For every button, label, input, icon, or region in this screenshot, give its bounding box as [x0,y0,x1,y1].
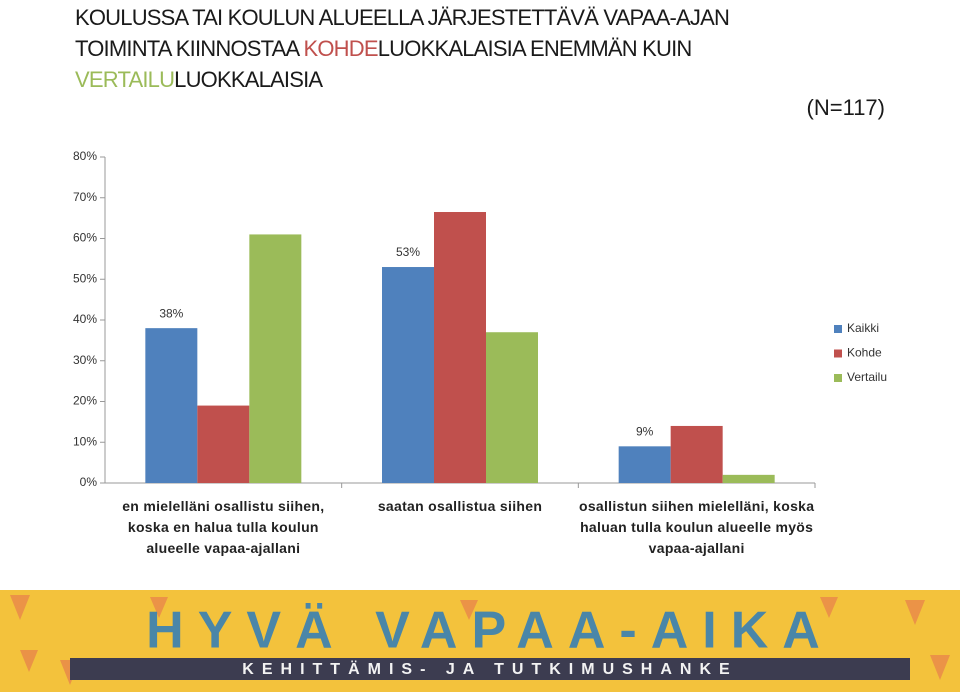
chart-title: KOULUSSA TAI KOULUN ALUEELLA JÄRJESTETTÄ… [75,2,805,95]
chart-subtitle: (N=117) [806,95,885,120]
legend-label: Kohde [847,346,882,360]
bar [434,212,486,483]
y-tick-label: 20% [73,394,97,408]
x-tick-label: saatan osallistua siihen [377,498,543,514]
y-tick-label: 80% [73,149,97,163]
legend-swatch [834,374,842,382]
legend-swatch [834,325,842,333]
y-tick-label: 40% [73,312,97,326]
bar [249,234,302,483]
banner-strip [70,658,910,680]
legend-label: Kaikki [847,321,879,335]
value-label: 53% [396,245,420,259]
banner-title: HYVÄ VAPAA-AIKA [146,602,834,660]
y-tick-label: 30% [73,353,97,367]
title-part: VERTAILU [75,67,175,92]
legend-label: Vertailu [847,370,887,384]
bar [486,332,538,483]
bar [670,425,723,483]
y-tick-label: 60% [73,231,97,245]
title-part: LUOKKALAISIA [174,67,323,92]
bar [145,328,198,483]
x-tick-label: osallistun siihen mielelläni, koska halu… [578,498,815,556]
title-part: KOULUSSA TAI KOULUN ALUEELLA JÄRJESTETTÄ… [75,5,730,61]
value-label: 38% [159,306,183,320]
y-tick-label: 70% [73,190,97,204]
value-label: 9% [636,424,654,438]
title-part: KOHDE [303,36,378,61]
banner-subtitle: KEHITTÄMIS- JA TUTKIMUSHANKE [242,660,737,678]
bar [722,474,775,483]
title-part: LUOKKALAISIA ENEMMÄN KUIN [377,36,693,61]
x-tick-label: en mielelläni osallistu siihen, koska en… [122,498,325,556]
legend-swatch [834,349,842,358]
bar [382,267,434,483]
y-tick-label: 10% [73,434,97,448]
y-tick-label: 0% [80,475,98,489]
bar [618,446,671,483]
y-tick-label: 50% [73,271,97,285]
bar [197,405,250,483]
